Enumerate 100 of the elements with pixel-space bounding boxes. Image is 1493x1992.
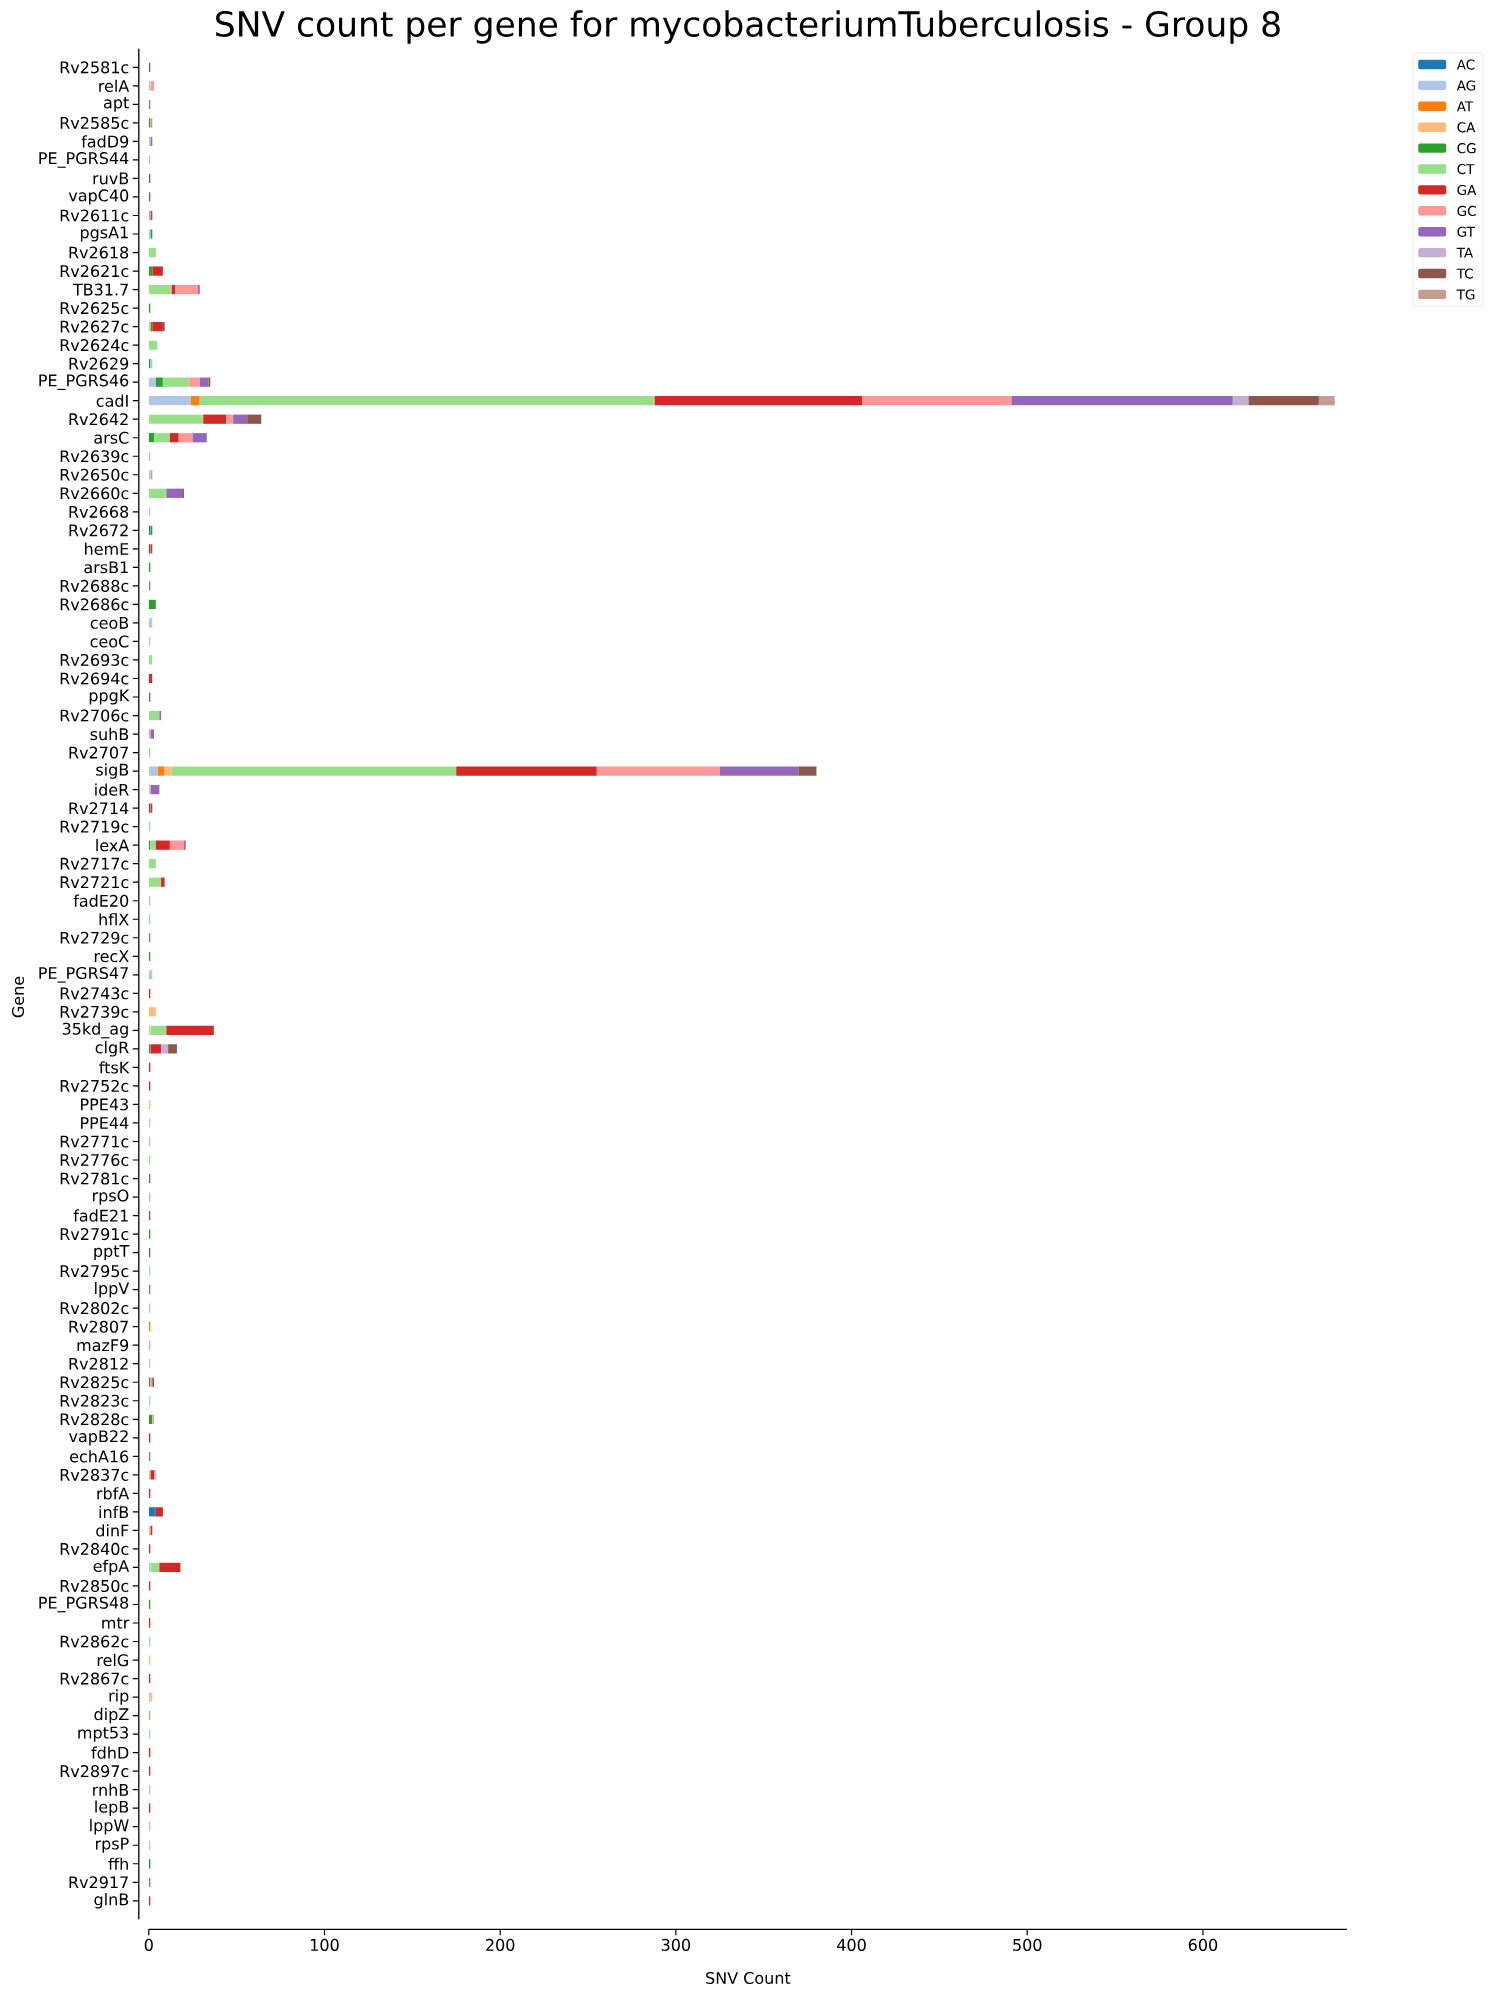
y-tick-label: PE_PGRS46	[39, 374, 129, 390]
bar	[150, 1044, 162, 1054]
y-tick-label: ftsK	[99, 1061, 130, 1074]
x-tick-label: 500	[1013, 1938, 1042, 1951]
y-tick-label: Rv2802c	[60, 1302, 129, 1315]
y-tick-label: dinF	[96, 1524, 129, 1537]
y-tick-label: lexA	[96, 838, 130, 852]
y-tick-label: Rv2717c	[60, 857, 129, 870]
bar	[719, 766, 799, 776]
y-tick-label: rip	[109, 1689, 129, 1705]
bar	[247, 414, 262, 424]
y-tick-label: PE_PGRS44	[39, 152, 129, 168]
bar	[150, 1025, 167, 1035]
bar	[1248, 396, 1319, 406]
y-tick-label: Rv2771c	[60, 1135, 129, 1148]
bar	[148, 877, 162, 887]
y-tick-label: fdhD	[91, 1746, 129, 1759]
y-tick-label: 35kd_ag	[62, 1022, 128, 1039]
bar	[1318, 396, 1335, 406]
bar	[148, 1507, 156, 1517]
x-tick-label: 200	[486, 1938, 515, 1951]
bar	[596, 766, 720, 776]
bar	[1232, 396, 1249, 406]
bar	[148, 1007, 156, 1017]
bar	[148, 488, 167, 498]
y-tick-label: Rv2917	[69, 1876, 128, 1889]
bar	[155, 377, 163, 387]
bar	[164, 766, 172, 776]
y-tick-label: fadE21	[73, 1209, 128, 1222]
bar	[171, 766, 457, 776]
bar	[175, 284, 198, 295]
y-tick-label: glnB	[94, 1893, 129, 1909]
bar	[226, 414, 234, 424]
y-tick-label: Rv2621c	[60, 265, 129, 278]
bar	[150, 729, 155, 739]
bar	[148, 377, 156, 387]
legend-label: CG	[1457, 143, 1476, 154]
y-tick-label: ruvB	[93, 172, 129, 185]
y-tick-label: Rv2706c	[60, 709, 129, 722]
y-tick-label: hflX	[99, 913, 129, 926]
bar	[161, 1044, 169, 1054]
y-tick-label: Rv2650c	[60, 468, 129, 481]
y-tick-label: Rv2618	[69, 246, 129, 259]
bar	[148, 655, 153, 665]
y-tick-label: Rv2791c	[60, 1228, 129, 1241]
bar	[148, 396, 191, 406]
y-tick-label: lppV	[95, 1281, 130, 1298]
y-tick-label: Rv2795c	[60, 1265, 129, 1278]
y-tick-label: lppW	[90, 1818, 129, 1835]
legend-label: CT	[1457, 164, 1475, 175]
y-tick-label: vapC40	[68, 189, 129, 205]
bar	[233, 414, 248, 424]
y-tick-label: Rv2837c	[60, 1468, 129, 1481]
x-axis-title: SNV Count	[706, 1971, 791, 1985]
y-tick-label: Rv2825c	[60, 1376, 129, 1389]
y-tick-label: dipZ	[94, 1707, 129, 1724]
bar	[155, 1507, 163, 1517]
bar	[199, 377, 209, 387]
bar	[862, 396, 1012, 406]
y-tick-label: Rv2585c	[60, 116, 129, 129]
bar	[159, 1562, 181, 1573]
y-tick-label: TB31.7	[72, 283, 128, 296]
y-tick-label: relA	[99, 79, 130, 93]
legend-label: TA	[1456, 247, 1474, 258]
y-tick-label: mazF9	[77, 1339, 129, 1352]
legend-label: GC	[1457, 205, 1476, 217]
y-tick-label: cadI	[96, 394, 128, 407]
y-tick-label: Rv2739c	[60, 1005, 129, 1018]
bar	[148, 859, 156, 869]
bar	[148, 766, 158, 776]
y-tick-label: arsC	[94, 431, 129, 444]
bar	[189, 377, 200, 387]
y-tick-label: fadD9	[81, 135, 129, 148]
y-tick-label: Rv2776c	[60, 1153, 129, 1167]
y-tick-label: Rv2624c	[60, 339, 129, 352]
bar	[148, 266, 153, 276]
y-tick-label: ideR	[95, 783, 129, 796]
y-tick-label: suhB	[90, 727, 129, 741]
y-tick-label: Rv2693c	[60, 653, 129, 667]
legend-label: GA	[1457, 184, 1477, 196]
bar	[169, 840, 184, 850]
bar	[161, 877, 165, 887]
y-tick-label: Rv2627c	[60, 320, 129, 333]
y-axis-title: Gene	[11, 976, 25, 1018]
bar	[169, 433, 179, 443]
y-tick-label: Rv2642	[69, 413, 128, 426]
y-tick-label: Rv2828c	[60, 1413, 129, 1426]
bar	[203, 414, 227, 424]
y-tick-label: Rv2719c	[60, 820, 129, 833]
y-tick-label: Rv2629	[69, 357, 129, 370]
y-tick-label: pgsA1	[80, 226, 128, 242]
y-tick-label: vapB22	[68, 1430, 128, 1446]
bar	[148, 247, 156, 258]
y-tick-label: PPE43	[81, 1098, 128, 1111]
y-tick-label: Rv2581c	[60, 61, 129, 74]
y-tick-label: sigB	[96, 763, 129, 779]
y-tick-label: mpt53	[78, 1726, 128, 1742]
bar	[148, 414, 204, 424]
y-tick-label: Rv2688c	[60, 579, 129, 592]
bar	[1011, 396, 1233, 406]
